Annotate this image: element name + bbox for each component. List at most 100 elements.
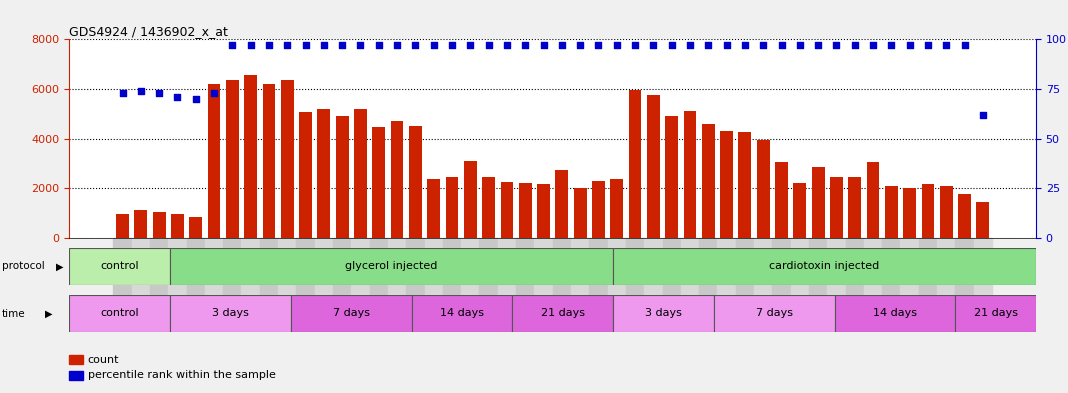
Bar: [317, 109, 330, 238]
Bar: [608, 238, 626, 321]
Point: [791, 42, 808, 48]
Point: [590, 42, 607, 48]
Point: [499, 42, 516, 48]
Point: [828, 42, 845, 48]
Bar: [501, 182, 514, 238]
Point: [224, 42, 241, 48]
Bar: [555, 169, 568, 238]
Bar: [613, 248, 1036, 285]
Bar: [153, 212, 166, 238]
Bar: [355, 109, 367, 238]
Point: [920, 42, 937, 48]
Bar: [956, 295, 1036, 332]
Point: [938, 42, 955, 48]
Point: [663, 42, 680, 48]
Bar: [480, 238, 498, 321]
Text: glycerol injected: glycerol injected: [345, 261, 438, 271]
Point: [718, 42, 735, 48]
Bar: [976, 202, 989, 238]
Bar: [904, 188, 916, 238]
Point: [132, 88, 150, 94]
Bar: [757, 140, 770, 238]
Bar: [830, 177, 843, 238]
Bar: [241, 238, 260, 321]
Point: [425, 42, 442, 48]
Text: cardiotoxin injected: cardiotoxin injected: [769, 261, 880, 271]
Point: [297, 42, 314, 48]
Text: ▶: ▶: [45, 309, 52, 319]
Bar: [370, 238, 388, 321]
Point: [114, 90, 131, 96]
Bar: [626, 238, 644, 321]
Bar: [260, 238, 278, 321]
Bar: [207, 84, 220, 238]
Bar: [702, 124, 714, 238]
Bar: [69, 248, 170, 285]
Text: time: time: [2, 309, 26, 319]
Bar: [718, 238, 736, 321]
Bar: [534, 238, 553, 321]
Point: [553, 42, 570, 48]
Bar: [169, 238, 187, 321]
Bar: [425, 238, 443, 321]
Bar: [882, 238, 900, 321]
Point: [443, 42, 460, 48]
Bar: [113, 238, 131, 321]
Point: [901, 42, 918, 48]
Point: [205, 90, 222, 96]
Text: 21 days: 21 days: [974, 309, 1018, 318]
Bar: [297, 238, 315, 321]
Text: count: count: [88, 354, 119, 365]
Bar: [278, 238, 297, 321]
Bar: [189, 217, 202, 238]
Point: [242, 42, 260, 48]
Bar: [918, 238, 937, 321]
Bar: [427, 180, 440, 238]
Bar: [680, 238, 700, 321]
Bar: [700, 238, 718, 321]
Point: [700, 42, 717, 48]
Bar: [223, 238, 241, 321]
Bar: [772, 238, 790, 321]
Bar: [720, 131, 733, 238]
Text: 21 days: 21 days: [540, 309, 585, 318]
Text: ▶: ▶: [56, 261, 63, 272]
Bar: [794, 183, 806, 238]
Bar: [613, 295, 713, 332]
Bar: [373, 127, 386, 238]
Bar: [662, 238, 680, 321]
Text: protocol: protocol: [2, 261, 45, 272]
Point: [333, 42, 350, 48]
Bar: [647, 95, 660, 238]
Bar: [388, 238, 406, 321]
Bar: [864, 238, 882, 321]
Point: [755, 42, 772, 48]
Bar: [754, 238, 772, 321]
Bar: [866, 162, 879, 238]
Bar: [775, 162, 788, 238]
Point: [169, 94, 186, 100]
Bar: [498, 238, 516, 321]
Point: [810, 42, 827, 48]
Bar: [812, 167, 824, 238]
Text: 7 days: 7 days: [756, 309, 792, 318]
Point: [645, 42, 662, 48]
Point: [736, 42, 753, 48]
Bar: [333, 238, 351, 321]
Bar: [483, 177, 496, 238]
Text: percentile rank within the sample: percentile rank within the sample: [88, 370, 276, 380]
Text: control: control: [100, 309, 139, 318]
Point: [681, 42, 698, 48]
Bar: [684, 111, 696, 238]
Bar: [848, 177, 861, 238]
Bar: [958, 195, 971, 238]
Bar: [391, 121, 404, 238]
Bar: [537, 184, 550, 238]
Bar: [610, 180, 623, 238]
Bar: [922, 184, 934, 238]
Point: [974, 112, 991, 118]
Bar: [443, 238, 461, 321]
Bar: [590, 238, 608, 321]
Bar: [335, 116, 348, 238]
Bar: [713, 295, 834, 332]
